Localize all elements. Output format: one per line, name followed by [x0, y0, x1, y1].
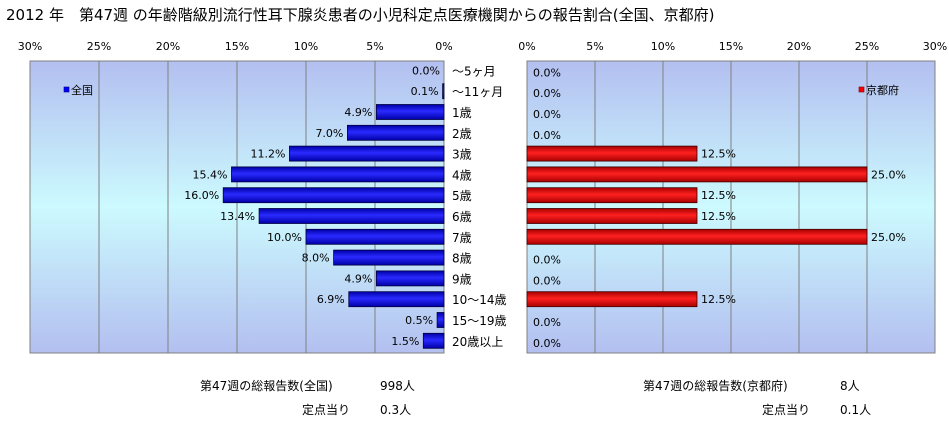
- left-value-label: 15.4%: [193, 168, 228, 181]
- right-value-label: 12.5%: [701, 148, 736, 161]
- national-per-value: 0.3人: [380, 403, 411, 417]
- kyoto-per-value: 0.1人: [840, 403, 871, 417]
- right-tick-label: 10%: [651, 40, 675, 53]
- category-label: 7歳: [452, 231, 472, 245]
- left-tick-label: 5%: [366, 40, 383, 53]
- right-tick-label: 5%: [586, 40, 603, 53]
- right-value-label: 0.0%: [533, 129, 561, 142]
- category-label: ～11ヶ月: [452, 85, 503, 99]
- right-value-label: 25.0%: [871, 231, 906, 244]
- left-value-label: 11.2%: [250, 148, 285, 161]
- left-bar: [305, 228, 445, 245]
- legend-label-national: 全国: [71, 83, 93, 97]
- left-value-label: 10.0%: [267, 231, 302, 244]
- left-bar: [375, 270, 445, 287]
- right-value-label: 0.0%: [533, 337, 561, 350]
- category-label: 9歳: [452, 272, 472, 286]
- left-tick-label: 25%: [87, 40, 111, 53]
- right-tick-label: 30%: [923, 40, 947, 53]
- national-total-value: 998人: [380, 379, 415, 393]
- category-label: 5歳: [452, 189, 472, 203]
- category-label: 10～14歳: [452, 293, 507, 307]
- left-value-label: 6.9%: [317, 293, 345, 306]
- right-value-label: 0.0%: [533, 108, 561, 121]
- left-bar: [422, 332, 445, 349]
- right-bar: [526, 166, 868, 183]
- category-label: 3歳: [452, 148, 472, 162]
- left-tick-label: 10%: [294, 40, 318, 53]
- category-label: 4歳: [452, 168, 472, 182]
- left-bar: [348, 291, 445, 308]
- kyoto-total-label: 第47週の総報告数(京都府): [643, 378, 788, 393]
- left-bar: [222, 187, 445, 204]
- category-label: 2歳: [452, 127, 472, 141]
- right-value-label: 12.5%: [701, 189, 736, 202]
- left-bar: [333, 249, 445, 266]
- right-bar: [526, 291, 698, 308]
- left-tick-label: 20%: [156, 40, 180, 53]
- category-label: 6歳: [452, 210, 472, 224]
- left-tick-label: 15%: [225, 40, 249, 53]
- category-label: 8歳: [452, 252, 472, 266]
- category-label: 20歳以上: [452, 335, 503, 349]
- left-value-label: 0.5%: [405, 314, 433, 327]
- right-bar: [526, 187, 698, 204]
- left-value-label: 16.0%: [184, 189, 219, 202]
- chart-title: 2012 年 第47週 の年齢階級別流行性耳下腺炎患者の小児科定点医療機関からの…: [6, 6, 715, 24]
- legend-swatch-kyoto: [858, 86, 865, 93]
- left-bar: [346, 124, 445, 141]
- left-value-label: 4.9%: [344, 272, 372, 285]
- right-value-label: 12.5%: [701, 293, 736, 306]
- left-bar: [436, 312, 445, 328]
- national-per-label: 定点当り: [302, 402, 350, 417]
- left-tick-label: 30%: [18, 40, 42, 53]
- left-value-label: 4.9%: [344, 106, 372, 119]
- category-label: 1歳: [452, 106, 472, 120]
- left-value-label: 0.1%: [411, 85, 439, 98]
- right-tick-label: 20%: [787, 40, 811, 53]
- left-bar: [442, 83, 445, 100]
- right-value-label: 0.0%: [533, 66, 561, 79]
- left-value-label: 7.0%: [315, 127, 343, 140]
- right-tick-label: 15%: [719, 40, 743, 53]
- left-value-label: 8.0%: [302, 252, 330, 265]
- legend-label-kyoto: 京都府: [866, 83, 899, 97]
- left-value-label: 1.5%: [391, 335, 419, 348]
- right-value-label: 25.0%: [871, 168, 906, 181]
- right-value-label: 12.5%: [701, 210, 736, 223]
- right-value-label: 0.0%: [533, 87, 561, 100]
- left-bar: [289, 145, 445, 162]
- left-value-label: 0.0%: [412, 64, 440, 77]
- category-label: 15～19歳: [452, 314, 507, 328]
- national-total-label: 第47週の総報告数(全国): [200, 378, 333, 393]
- legend-swatch-national: [63, 86, 70, 93]
- right-value-label: 0.0%: [533, 254, 561, 267]
- left-bar: [258, 208, 445, 224]
- category-label: ～5ヶ月: [452, 64, 496, 78]
- left-tick-label: 0%: [435, 40, 452, 53]
- left-bar: [375, 104, 445, 120]
- kyoto-per-label: 定点当り: [762, 402, 810, 417]
- right-tick-label: 25%: [855, 40, 879, 53]
- left-value-label: 13.4%: [220, 210, 255, 223]
- right-bar: [526, 228, 868, 245]
- right-value-label: 0.0%: [533, 316, 561, 329]
- left-bar: [231, 166, 445, 183]
- right-tick-label: 0%: [518, 40, 535, 53]
- right-value-label: 0.0%: [533, 274, 561, 287]
- right-bar: [526, 208, 698, 224]
- kyoto-total-value: 8人: [840, 379, 860, 393]
- right-bar: [526, 145, 698, 162]
